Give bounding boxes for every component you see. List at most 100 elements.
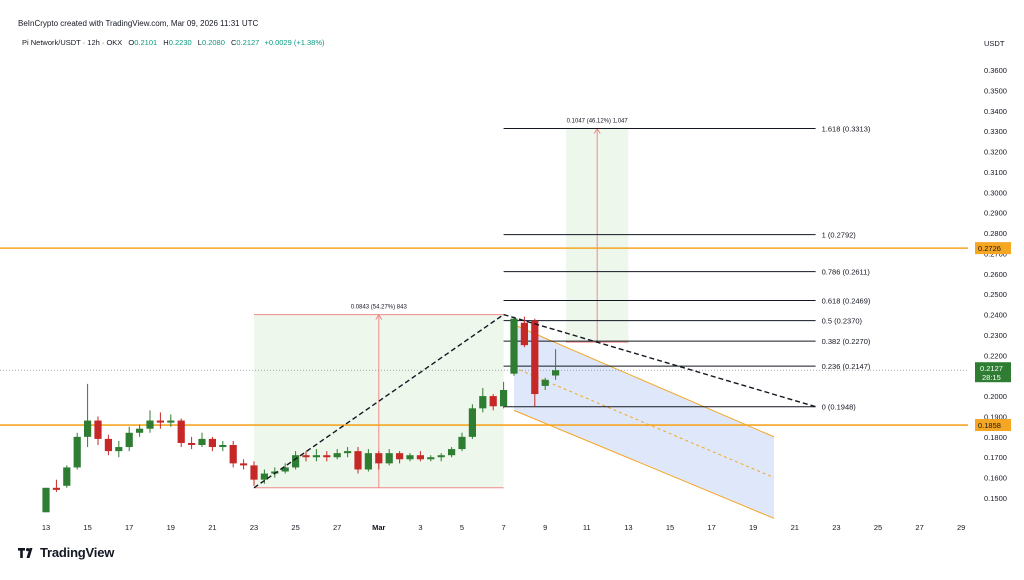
key-level-tag-1 (975, 419, 1011, 432)
current-price-tag (975, 362, 1011, 383)
channel-fill (514, 324, 774, 519)
fib-label-0: 1.618 (0.3313) (822, 124, 871, 133)
y-tick-label-17: 0.3200 (984, 148, 1007, 157)
candle-body-43 (489, 396, 497, 407)
candle-body-6 (104, 438, 112, 452)
candle-body-5 (94, 420, 102, 439)
fib-label-6: 0.236 (0.2147) (822, 362, 871, 371)
open-value: 0.2101 (134, 38, 158, 47)
candle-body-10 (146, 420, 154, 429)
candle-body-35 (406, 455, 414, 460)
x-tick-label-0: 13 (42, 523, 50, 532)
candle-body-40 (458, 436, 466, 450)
close-value: 0.2127 (236, 38, 260, 47)
candle-body-42 (479, 396, 487, 409)
y-tick-label-16: 0.3100 (984, 168, 1007, 177)
candle-body-16 (208, 438, 216, 448)
x-tick-label-22: 29 (957, 523, 965, 532)
fib-label-1: 1 (0.2792) (822, 231, 857, 240)
channel-upper-line (513, 324, 775, 438)
candle-body-13 (177, 420, 185, 443)
y-tick-label-4: 0.1900 (984, 412, 1007, 421)
fib-label-7: 0 (0.1948) (822, 403, 857, 412)
x-tick-label-7: 27 (333, 523, 341, 532)
candle-body-29 (344, 451, 352, 454)
measure-label-1: 0.1047 (46.12%) 1,047 (567, 118, 629, 124)
candle-body-30 (354, 451, 362, 470)
x-tick-label-8: Mar (372, 523, 385, 532)
candle-body-19 (240, 463, 248, 466)
tradingview-logo-text: TradingView (40, 545, 115, 560)
candle-body-15 (198, 438, 206, 446)
x-tick-label-16: 17 (707, 523, 715, 532)
candle-body-11 (156, 420, 164, 423)
symbol-name[interactable]: Pi Network/USDT · 12h · OKX (22, 38, 123, 47)
x-tick-label-1: 15 (83, 523, 91, 532)
x-tick-label-14: 13 (624, 523, 632, 532)
candle-body-37 (427, 457, 435, 460)
x-tick-label-10: 5 (460, 523, 464, 532)
current-price-tag-text: 0.2127 (980, 364, 1003, 373)
candle-countdown-text: 28:15 (982, 373, 1001, 382)
close-label: C (230, 38, 237, 47)
candle-body-33 (385, 453, 393, 464)
candle-body-1 (52, 487, 60, 490)
change-value: +0.0029 (+1.38%) (264, 38, 325, 47)
y-tick-label-11: 0.2600 (984, 270, 1007, 279)
low-value: 0.2080 (201, 38, 225, 47)
x-tick-label-15: 15 (666, 523, 674, 532)
y-tick-label-19: 0.3400 (984, 107, 1007, 116)
candle-body-49 (552, 370, 560, 376)
tradingview-logo[interactable]: TradingView (18, 545, 114, 560)
channel-lower-line (513, 409, 775, 519)
candle-body-48 (541, 379, 549, 386)
x-tick-label-12: 9 (543, 523, 547, 532)
x-tick-label-11: 7 (502, 523, 506, 532)
candle-body-4 (84, 420, 92, 437)
x-tick-label-2: 17 (125, 523, 133, 532)
fib-label-5: 0.382 (0.2270) (822, 337, 871, 346)
channel-mid-line (513, 367, 775, 479)
candle-body-25 (302, 455, 310, 458)
x-tick-label-9: 3 (418, 523, 422, 532)
candle-body-28 (333, 453, 341, 458)
tradingview-logo-icon (18, 547, 33, 558)
candle-body-17 (219, 445, 227, 448)
y-tick-label-0: 0.1500 (984, 494, 1007, 503)
y-tick-label-18: 0.3300 (984, 127, 1007, 136)
y-tick-label-5: 0.2000 (984, 392, 1007, 401)
y-tick-label-10: 0.2500 (984, 290, 1007, 299)
y-tick-label-15: 0.3000 (984, 188, 1007, 197)
measure-arrowhead-0 (375, 313, 383, 320)
candle-body-32 (375, 453, 383, 464)
candle-body-18 (229, 445, 237, 464)
y-tick-label-2: 0.1700 (984, 453, 1007, 462)
currency-label[interactable]: USDT (984, 39, 1005, 48)
candle-body-47 (531, 320, 539, 395)
candle-body-34 (396, 453, 404, 460)
x-tick-label-19: 23 (832, 523, 840, 532)
x-tick-label-18: 21 (791, 523, 799, 532)
fib-label-3: 0.618 (0.2469) (822, 297, 871, 306)
candle-body-14 (188, 442, 196, 446)
key-level-tag-text-1: 0.1858 (978, 421, 1001, 430)
x-tick-label-4: 21 (208, 523, 216, 532)
candle-body-36 (416, 455, 424, 460)
candle-body-8 (125, 432, 133, 448)
x-tick-label-3: 19 (167, 523, 175, 532)
candle-body-24 (292, 455, 300, 468)
x-tick-label-6: 25 (291, 523, 299, 532)
y-tick-label-20: 0.3500 (984, 86, 1007, 95)
candle-body-44 (500, 389, 508, 407)
candle-body-2 (63, 467, 71, 486)
chart-credit: BeInCrypto created with TradingView.com,… (18, 19, 259, 28)
y-tick-label-21: 0.3600 (984, 66, 1007, 75)
high-value: 0.2230 (168, 38, 192, 47)
x-tick-label-13: 11 (583, 523, 591, 532)
candle-body-27 (323, 455, 331, 458)
low-label: L (197, 38, 202, 47)
trendline-1 (503, 313, 816, 408)
key-level-tag-text-0: 0.2726 (978, 244, 1001, 253)
measure-label-0: 0.0843 (54.27%) 843 (351, 305, 408, 311)
